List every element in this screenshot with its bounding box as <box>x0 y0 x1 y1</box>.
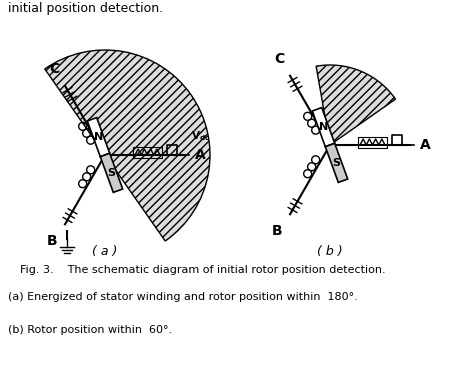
Text: S: S <box>332 158 340 168</box>
Text: A: A <box>420 138 431 152</box>
Polygon shape <box>100 153 123 193</box>
Text: B: B <box>47 234 57 248</box>
Text: B: B <box>272 224 283 238</box>
Text: (a) Energized of stator winding and rotor position within  180°.: (a) Energized of stator winding and roto… <box>8 292 358 302</box>
Text: N: N <box>94 132 103 142</box>
Text: A: A <box>195 148 206 162</box>
Polygon shape <box>312 108 335 147</box>
Wedge shape <box>45 50 210 241</box>
Text: S: S <box>108 168 116 178</box>
Text: (b) Rotor position within  60°.: (b) Rotor position within 60°. <box>8 325 172 335</box>
Text: $\mathbf{V_{dc}}$: $\mathbf{V_{dc}}$ <box>191 129 210 143</box>
Wedge shape <box>316 65 395 145</box>
Text: Fig. 3.    The schematic diagram of initial rotor position detection.: Fig. 3. The schematic diagram of initial… <box>20 265 386 275</box>
Text: N: N <box>319 122 328 132</box>
Text: ( a ): ( a ) <box>92 245 118 258</box>
Polygon shape <box>87 117 109 157</box>
Text: ( b ): ( b ) <box>317 245 343 258</box>
Text: C: C <box>49 62 60 76</box>
Polygon shape <box>325 143 348 182</box>
Text: C: C <box>274 52 284 66</box>
Text: initial position detection.: initial position detection. <box>8 2 163 15</box>
